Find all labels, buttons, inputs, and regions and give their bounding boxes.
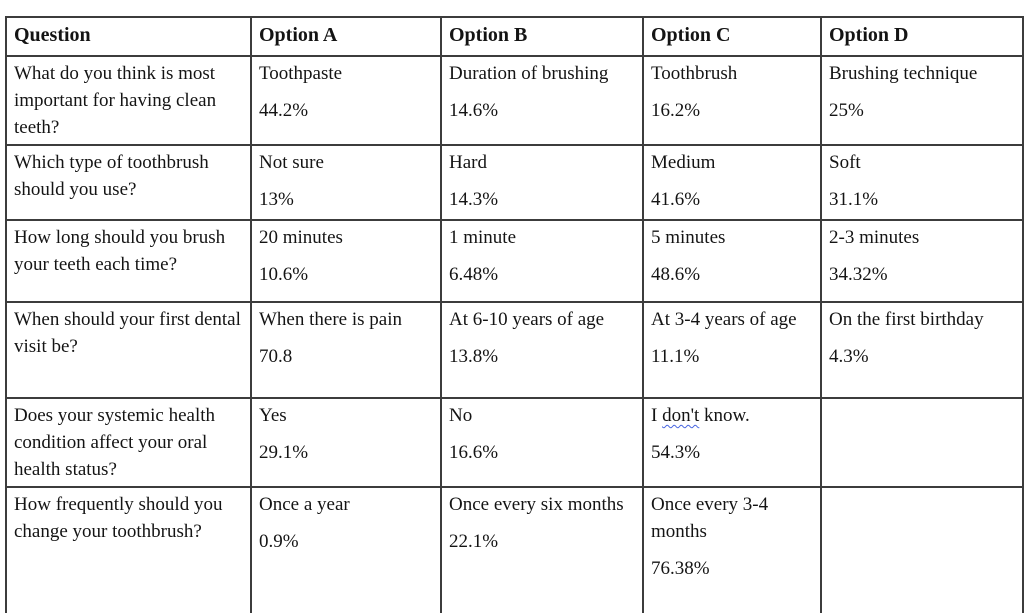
option-value: 54.3%	[651, 442, 701, 463]
option-label: Medium	[651, 152, 716, 173]
option-value: 0.9%	[259, 531, 299, 552]
option-value: 25%	[829, 100, 864, 121]
option-value: 10.6%	[259, 264, 309, 285]
option-cell: Medium 41.6%	[642, 144, 822, 221]
option-value: 41.6%	[651, 189, 701, 210]
question-cell: Does your systemic health condition affe…	[5, 397, 252, 488]
option-value: 4.3%	[829, 346, 869, 367]
question-text: When should your first dental visit be?	[14, 309, 241, 357]
question-cell: When should your first dental visit be?	[5, 301, 252, 399]
option-value: 76.38%	[651, 558, 710, 579]
question-cell: How frequently should you change your to…	[5, 486, 252, 613]
option-cell: Once a year 0.9%	[250, 486, 442, 613]
option-value: 22.1%	[449, 531, 499, 552]
option-cell: When there is pain 70.8	[250, 301, 442, 399]
header-cell-question: Question	[5, 16, 252, 57]
option-label-suffix: know.	[699, 405, 750, 426]
option-value: 16.2%	[651, 100, 701, 121]
option-value: 11.1%	[651, 346, 700, 367]
option-cell: 5 minutes 48.6%	[642, 219, 822, 303]
option-value: 13%	[259, 189, 294, 210]
table-row: Which type of toothbrush should you use?…	[5, 144, 1024, 221]
option-cell: Hard 14.3%	[440, 144, 644, 221]
option-label: 1 minute	[449, 227, 517, 248]
option-label: At 6-10 years of age	[449, 309, 605, 330]
question-text: What do you think is most important for …	[14, 63, 217, 138]
option-label: On the first birthday	[829, 309, 984, 330]
option-cell: Once every 3-4 months 76.38%	[642, 486, 822, 613]
option-cell: Yes 29.1%	[250, 397, 442, 488]
option-value: 44.2%	[259, 100, 309, 121]
option-label: 2-3 minutes	[829, 227, 920, 248]
table-row: How frequently should you change your to…	[5, 486, 1024, 613]
option-cell: Toothpaste 44.2%	[250, 55, 442, 146]
option-cell: Once every six months 22.1%	[440, 486, 644, 613]
option-cell: I don't know. 54.3%	[642, 397, 822, 488]
option-label: Hard	[449, 152, 487, 173]
option-label: Once every six months	[449, 494, 624, 515]
option-cell: At 6-10 years of age 13.8%	[440, 301, 644, 399]
option-label-prefix: I	[651, 405, 663, 426]
question-text: How frequently should you change your to…	[14, 494, 223, 542]
option-label: Once every 3-4 months	[651, 494, 769, 542]
question-text: Which type of toothbrush should you use?	[14, 152, 209, 200]
table-row: Does your systemic health condition affe…	[5, 397, 1024, 488]
option-value: 31.1%	[829, 189, 879, 210]
question-text: Does your systemic health condition affe…	[14, 405, 216, 480]
header-cell-option-c: Option C	[642, 16, 822, 57]
option-label: No	[449, 405, 473, 426]
table-row: How long should you brush your teeth eac…	[5, 219, 1024, 303]
table-row: What do you think is most important for …	[5, 55, 1024, 146]
option-cell: Soft 31.1%	[820, 144, 1024, 221]
header-cell-option-a: Option A	[250, 16, 442, 57]
document-page: Question Option A Option B Option C Opti…	[0, 16, 1024, 613]
option-cell-empty	[820, 397, 1024, 488]
option-label: Once a year	[259, 494, 350, 515]
question-cell: How long should you brush your teeth eac…	[5, 219, 252, 303]
header-cell-option-d: Option D	[820, 16, 1024, 57]
question-text: How long should you brush your teeth eac…	[14, 227, 226, 275]
option-label: Duration of brushing	[449, 63, 609, 84]
option-value: 6.48%	[449, 264, 499, 285]
option-label: Not sure	[259, 152, 324, 173]
option-value: 34.32%	[829, 264, 888, 285]
header-row: Question Option A Option B Option C Opti…	[5, 16, 1024, 57]
option-cell: At 3-4 years of age 11.1%	[642, 301, 822, 399]
option-value: 16.6%	[449, 442, 499, 463]
question-cell: What do you think is most important for …	[5, 55, 252, 146]
option-cell: No 16.6%	[440, 397, 644, 488]
option-cell: Not sure 13%	[250, 144, 442, 221]
option-label: 20 minutes	[259, 227, 343, 248]
option-label-with-spellcheck: I don't know.	[651, 402, 812, 429]
survey-results-table: Question Option A Option B Option C Opti…	[5, 16, 1024, 613]
option-value: 29.1%	[259, 442, 309, 463]
option-label: Yes	[259, 405, 287, 426]
question-cell: Which type of toothbrush should you use?	[5, 144, 252, 221]
option-label: Brushing technique	[829, 63, 978, 84]
option-label: 5 minutes	[651, 227, 726, 248]
option-value: 14.3%	[449, 189, 499, 210]
option-value: 14.6%	[449, 100, 499, 121]
option-cell: 2-3 minutes 34.32%	[820, 219, 1024, 303]
option-label: At 3-4 years of age	[651, 309, 797, 330]
option-cell: Brushing technique 25%	[820, 55, 1024, 146]
header-cell-option-b: Option B	[440, 16, 644, 57]
option-value: 70.8	[259, 346, 293, 367]
table-row: When should your first dental visit be? …	[5, 301, 1024, 399]
option-cell: On the first birthday 4.3%	[820, 301, 1024, 399]
option-label: Toothbrush	[651, 63, 738, 84]
option-cell: Duration of brushing 14.6%	[440, 55, 644, 146]
option-label: Soft	[829, 152, 861, 173]
option-value: 13.8%	[449, 346, 499, 367]
option-label: When there is pain	[259, 309, 402, 330]
option-value: 48.6%	[651, 264, 701, 285]
option-cell: Toothbrush 16.2%	[642, 55, 822, 146]
spellchecked-word: don't	[662, 405, 700, 426]
option-label: Toothpaste	[259, 63, 343, 84]
option-cell: 1 minute 6.48%	[440, 219, 644, 303]
option-cell-empty	[820, 486, 1024, 613]
option-cell: 20 minutes 10.6%	[250, 219, 442, 303]
